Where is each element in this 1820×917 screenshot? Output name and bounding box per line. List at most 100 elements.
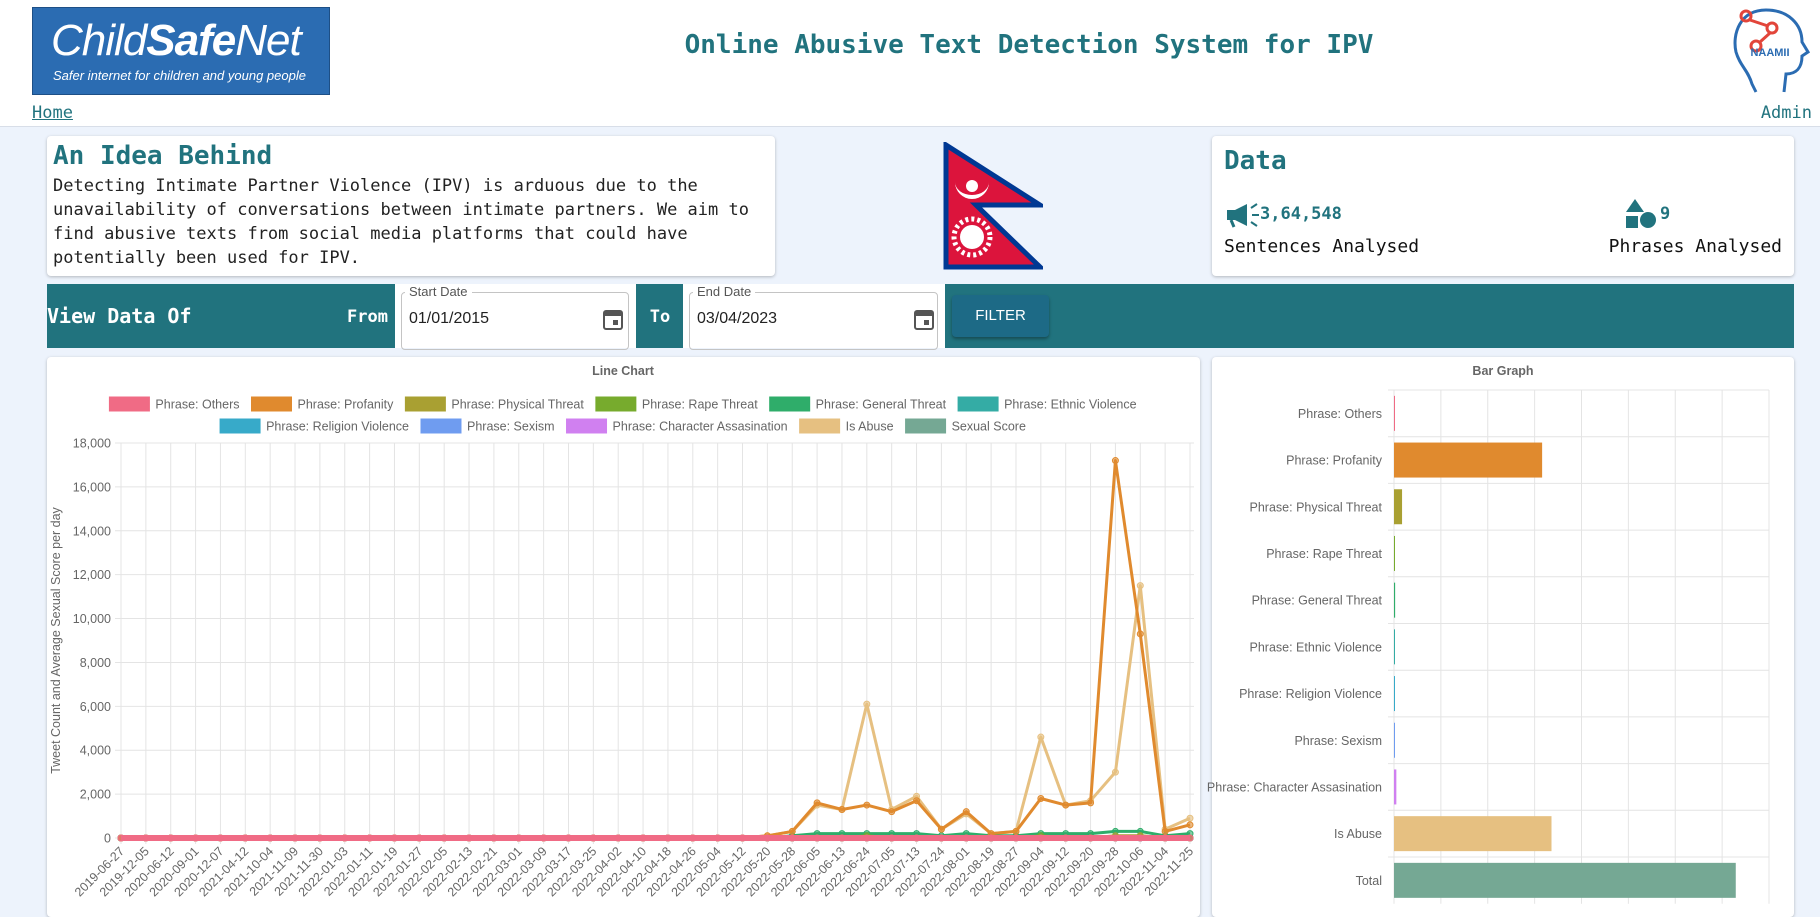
logo-part: Safe <box>146 16 236 65</box>
view-label: View Data Of <box>47 304 192 328</box>
data-point <box>937 834 945 842</box>
data-point <box>1012 834 1020 842</box>
data-point <box>1186 834 1194 842</box>
sentences-label: Sentences Analysed <box>1224 236 1420 257</box>
data-point <box>1062 801 1070 809</box>
bar <box>1394 535 1395 571</box>
y-tick-label: 8,000 <box>80 656 111 670</box>
data-point <box>838 834 846 842</box>
data-point <box>863 700 871 708</box>
bar <box>1394 395 1395 431</box>
sentences-count: 3,64,548 <box>1260 204 1342 224</box>
data-point <box>390 834 398 842</box>
y-axis-title: Tweet Count and Average Sexual Score per… <box>49 506 63 773</box>
field-outline <box>689 292 938 350</box>
sun-rays <box>951 216 993 258</box>
data-point <box>739 834 747 842</box>
data-point <box>1037 733 1045 741</box>
calendar-icon[interactable] <box>603 308 623 330</box>
legend-swatch <box>420 418 462 434</box>
page-title: Online Abusive Text Detection System for… <box>684 30 1374 60</box>
data-card: Data 3,64,548 Sentences Analysed 9 Phras… <box>1212 136 1794 276</box>
data-point <box>1087 834 1095 842</box>
data-point <box>863 801 871 809</box>
phrases-label: Phrases Analysed <box>1608 236 1782 257</box>
data-point <box>1186 814 1194 822</box>
idea-card: An Idea Behind Detecting Intimate Partne… <box>47 136 775 276</box>
partner-name: NAAMII <box>1750 47 1789 59</box>
y-tick-label: 14,000 <box>73 524 111 538</box>
bar <box>1394 769 1397 805</box>
logo-name: ChildSafeNet <box>51 16 302 66</box>
line-chart-card <box>47 357 1200 917</box>
data-point <box>1186 821 1194 829</box>
legend-label: Is Abuse <box>846 420 894 434</box>
data-point <box>465 834 473 842</box>
bar <box>1394 489 1403 525</box>
node <box>1749 39 1763 53</box>
data-point <box>913 834 921 842</box>
from-label: From <box>347 307 388 327</box>
bar <box>1394 722 1395 758</box>
end-date-field[interactable]: End Date 03/04/2023 <box>683 284 945 350</box>
filter-button[interactable]: FILTER <box>952 295 1049 337</box>
logo[interactable]: ChildSafeNet Safer internet for children… <box>32 7 330 95</box>
data-point <box>664 834 672 842</box>
legend-label: Phrase: Ethnic Violence <box>1004 398 1137 412</box>
legend-swatch <box>905 418 947 434</box>
data-point <box>1111 768 1119 776</box>
data-point <box>888 808 896 816</box>
data-point <box>515 834 523 842</box>
data-point <box>1161 827 1169 835</box>
data-point <box>291 834 299 842</box>
data-point <box>1136 582 1144 590</box>
admin-link[interactable]: Admin <box>1760 103 1812 123</box>
y-tick-label: 18,000 <box>73 437 111 451</box>
start-value: 01/01/2015 <box>409 310 490 327</box>
partner-logo[interactable]: NAAMII <box>1726 4 1810 94</box>
data-point <box>241 834 249 842</box>
logo-part: Net <box>235 16 301 65</box>
bar <box>1394 862 1736 898</box>
edge <box>1749 18 1772 44</box>
idea-title: An Idea Behind <box>53 141 273 171</box>
series-line <box>121 584 1191 840</box>
data-point <box>614 834 622 842</box>
legend-swatch <box>769 396 811 412</box>
logo-tagline: Safer internet for children and young pe… <box>53 68 306 83</box>
bar <box>1394 582 1396 618</box>
data-point <box>540 834 548 842</box>
data-point <box>117 834 125 842</box>
data-point <box>962 808 970 816</box>
legend-swatch <box>250 396 292 412</box>
data-point <box>192 834 200 842</box>
data-point <box>167 834 175 842</box>
legend-row: Phrase: Religion Violence Phrase: Sexism P… <box>219 418 1026 434</box>
idea-text: Detecting Intimate Partner Violence (IPV… <box>53 176 749 268</box>
moon <box>955 182 989 199</box>
y-tick-label: 4,000 <box>80 744 111 758</box>
data-point <box>1012 827 1020 835</box>
home-link[interactable]: Home <box>32 103 73 123</box>
start-date-field[interactable]: Start Date 01/01/2015 <box>395 284 636 350</box>
data-point <box>316 834 324 842</box>
data-point <box>440 834 448 842</box>
legend-swatch <box>219 418 261 434</box>
node <box>1739 9 1753 23</box>
data-point <box>564 834 572 842</box>
y-tick-label: Phrase: Religion Violence <box>1239 687 1382 701</box>
data-point <box>366 834 374 842</box>
chart-title: Line Chart <box>592 364 655 378</box>
y-tick-label: Is Abuse <box>1334 827 1382 841</box>
data-point <box>1136 630 1144 638</box>
field-outline <box>401 292 629 350</box>
data-point <box>1111 457 1119 465</box>
legend-label: Phrase: Sexism <box>467 420 555 434</box>
start-label: Start Date <box>405 284 472 299</box>
data-point <box>987 834 995 842</box>
legend-swatch <box>595 396 637 412</box>
calendar-icon[interactable] <box>914 308 934 330</box>
legend-label: Phrase: General Threat <box>816 398 947 412</box>
